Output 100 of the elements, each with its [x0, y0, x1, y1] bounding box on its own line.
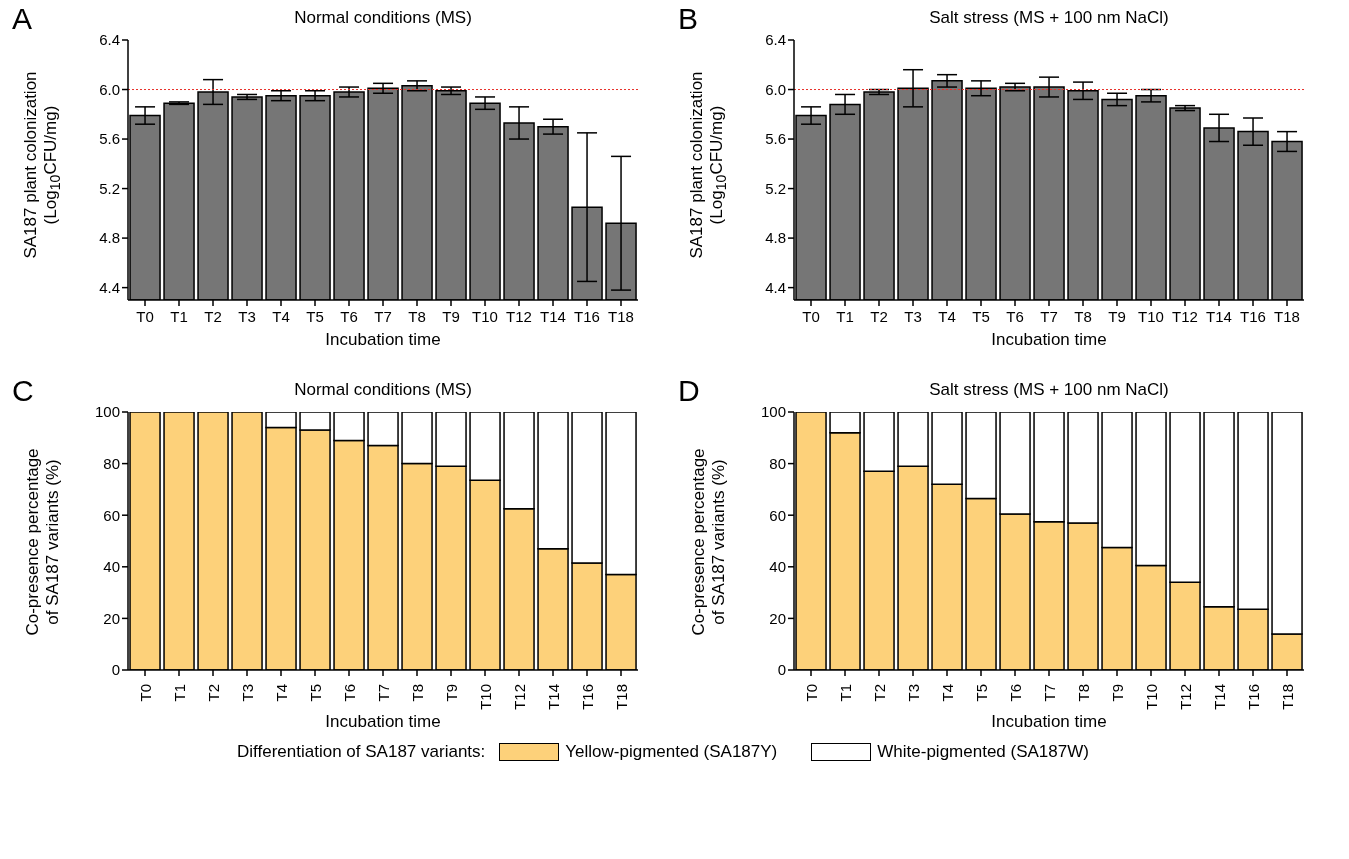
- x-tick-label: T3: [238, 684, 256, 702]
- x-tick-label: T7: [374, 308, 392, 325]
- x-tick-label: T4: [938, 684, 956, 702]
- x-tick-label: T18: [1278, 684, 1296, 710]
- legend-label: Yellow-pigmented (SA187Y): [565, 742, 778, 762]
- y-tick-label: 0: [777, 661, 786, 679]
- y-tick-label: 6.4: [99, 31, 120, 49]
- x-tick-label: T1: [170, 308, 188, 325]
- x-tick-label: T8: [408, 684, 426, 702]
- x-tick-label: T8: [1074, 684, 1092, 702]
- x-axis-title: Incubation time: [990, 712, 1108, 732]
- x-tick-label: T0: [136, 308, 154, 325]
- text: D: [678, 374, 700, 408]
- y-tick-label: 80: [103, 454, 120, 472]
- x-tick-label: T6: [1006, 684, 1024, 702]
- x-tick-label: T3: [904, 684, 922, 702]
- y-tick-label: 4.8: [765, 229, 786, 247]
- y-tick-label: 5.6: [99, 130, 120, 148]
- y-tick-label: 100: [94, 403, 120, 421]
- x-tick-label: T10: [472, 308, 498, 325]
- x-tick-label: T7: [1040, 684, 1058, 702]
- y-tick-label: 20: [769, 609, 786, 627]
- chart-title: Salt stress (MS + 100 nm NaCl): [928, 380, 1170, 401]
- x-tick-label: T5: [972, 684, 990, 702]
- x-tick-label: T5: [306, 684, 324, 702]
- x-tick-label: T3: [904, 308, 922, 325]
- x-tick-label: T4: [272, 684, 290, 702]
- y-tick-label: 40: [769, 558, 786, 576]
- x-tick-label: T0: [136, 684, 154, 702]
- x-tick-label: T12: [1176, 684, 1194, 710]
- x-tick-label: T18: [608, 308, 634, 325]
- x-tick-label: T18: [1274, 308, 1300, 325]
- y-tick-label: 0: [111, 661, 120, 679]
- x-axis-title: Incubation time: [990, 330, 1108, 350]
- x-tick-label: T9: [442, 684, 460, 702]
- text: A: [12, 2, 33, 36]
- y-axis-title: Co-presence percentage of SA187 variants (%): [23, 448, 62, 636]
- x-tick-label: T2: [204, 308, 222, 325]
- y-tick-label: 6.0: [765, 80, 786, 98]
- y-tick-label: 60: [103, 506, 120, 524]
- x-tick-label: T6: [1006, 308, 1024, 325]
- x-tick-label: T2: [204, 684, 222, 702]
- x-tick-label: T5: [972, 308, 990, 325]
- y-tick-label: 60: [769, 506, 786, 524]
- y-axis-title: Co-presence percentage of SA187 variants (%): [689, 448, 728, 636]
- x-tick-label: T10: [1142, 684, 1160, 710]
- text: B: [678, 2, 699, 36]
- x-tick-label: T8: [1074, 308, 1092, 325]
- x-tick-label: T8: [408, 308, 426, 325]
- x-tick-label: T18: [612, 684, 630, 710]
- y-tick-label: 5.6: [765, 130, 786, 148]
- x-tick-label: T6: [340, 684, 358, 702]
- x-tick-label: T1: [170, 684, 188, 702]
- x-tick-label: T7: [1040, 308, 1058, 325]
- x-tick-label: T9: [442, 308, 460, 325]
- x-tick-label: T0: [802, 684, 820, 702]
- x-tick-label: T9: [1108, 684, 1126, 702]
- y-tick-label: 6.4: [765, 31, 786, 49]
- legend-label: White-pigmented (SA187W): [877, 742, 1089, 762]
- y-tick-label: 4.4: [765, 278, 786, 296]
- y-tick-label: 5.2: [765, 179, 786, 197]
- x-tick-label: T16: [1240, 308, 1266, 325]
- x-tick-label: T16: [1244, 684, 1262, 710]
- x-tick-label: T5: [306, 308, 324, 325]
- x-tick-label: T0: [802, 308, 820, 325]
- x-tick-label: T10: [476, 684, 494, 710]
- x-axis-title: Incubation time: [324, 330, 442, 350]
- text: C: [12, 374, 34, 408]
- y-tick-label: 4.8: [99, 229, 120, 247]
- y-tick-label: 5.2: [99, 179, 120, 197]
- x-axis-title: Incubation time: [324, 712, 442, 732]
- y-tick-label: 100: [760, 403, 786, 421]
- y-tick-label: 80: [769, 454, 786, 472]
- x-tick-label: T3: [238, 308, 256, 325]
- x-tick-label: T1: [836, 308, 854, 325]
- x-tick-label: T4: [938, 308, 956, 325]
- y-tick-label: 40: [103, 558, 120, 576]
- x-tick-label: T2: [870, 308, 888, 325]
- x-tick-label: T12: [510, 684, 528, 710]
- x-tick-label: T14: [1206, 308, 1232, 325]
- x-tick-label: T14: [540, 308, 566, 325]
- chart-title: Salt stress (MS + 100 nm NaCl): [928, 8, 1170, 29]
- x-tick-label: T2: [870, 684, 888, 702]
- x-tick-label: T16: [574, 308, 600, 325]
- x-tick-label: T12: [1172, 308, 1198, 325]
- chart-title: Normal conditions (MS): [293, 8, 473, 29]
- x-tick-label: T1: [836, 684, 854, 702]
- legend-title: Differentiation of SA187 variants:: [237, 742, 486, 762]
- x-tick-label: T9: [1108, 308, 1126, 325]
- x-tick-label: T16: [578, 684, 596, 710]
- x-tick-label: T10: [1138, 308, 1164, 325]
- x-tick-label: T7: [374, 684, 392, 702]
- y-tick-label: 4.4: [99, 278, 120, 296]
- y-tick-label: 20: [103, 609, 120, 627]
- x-tick-label: T4: [272, 308, 290, 325]
- chart-title: Normal conditions (MS): [293, 380, 473, 401]
- x-tick-label: T12: [506, 308, 532, 325]
- y-tick-label: 6.0: [99, 80, 120, 98]
- x-tick-label: T14: [1210, 684, 1228, 710]
- x-tick-label: T6: [340, 308, 358, 325]
